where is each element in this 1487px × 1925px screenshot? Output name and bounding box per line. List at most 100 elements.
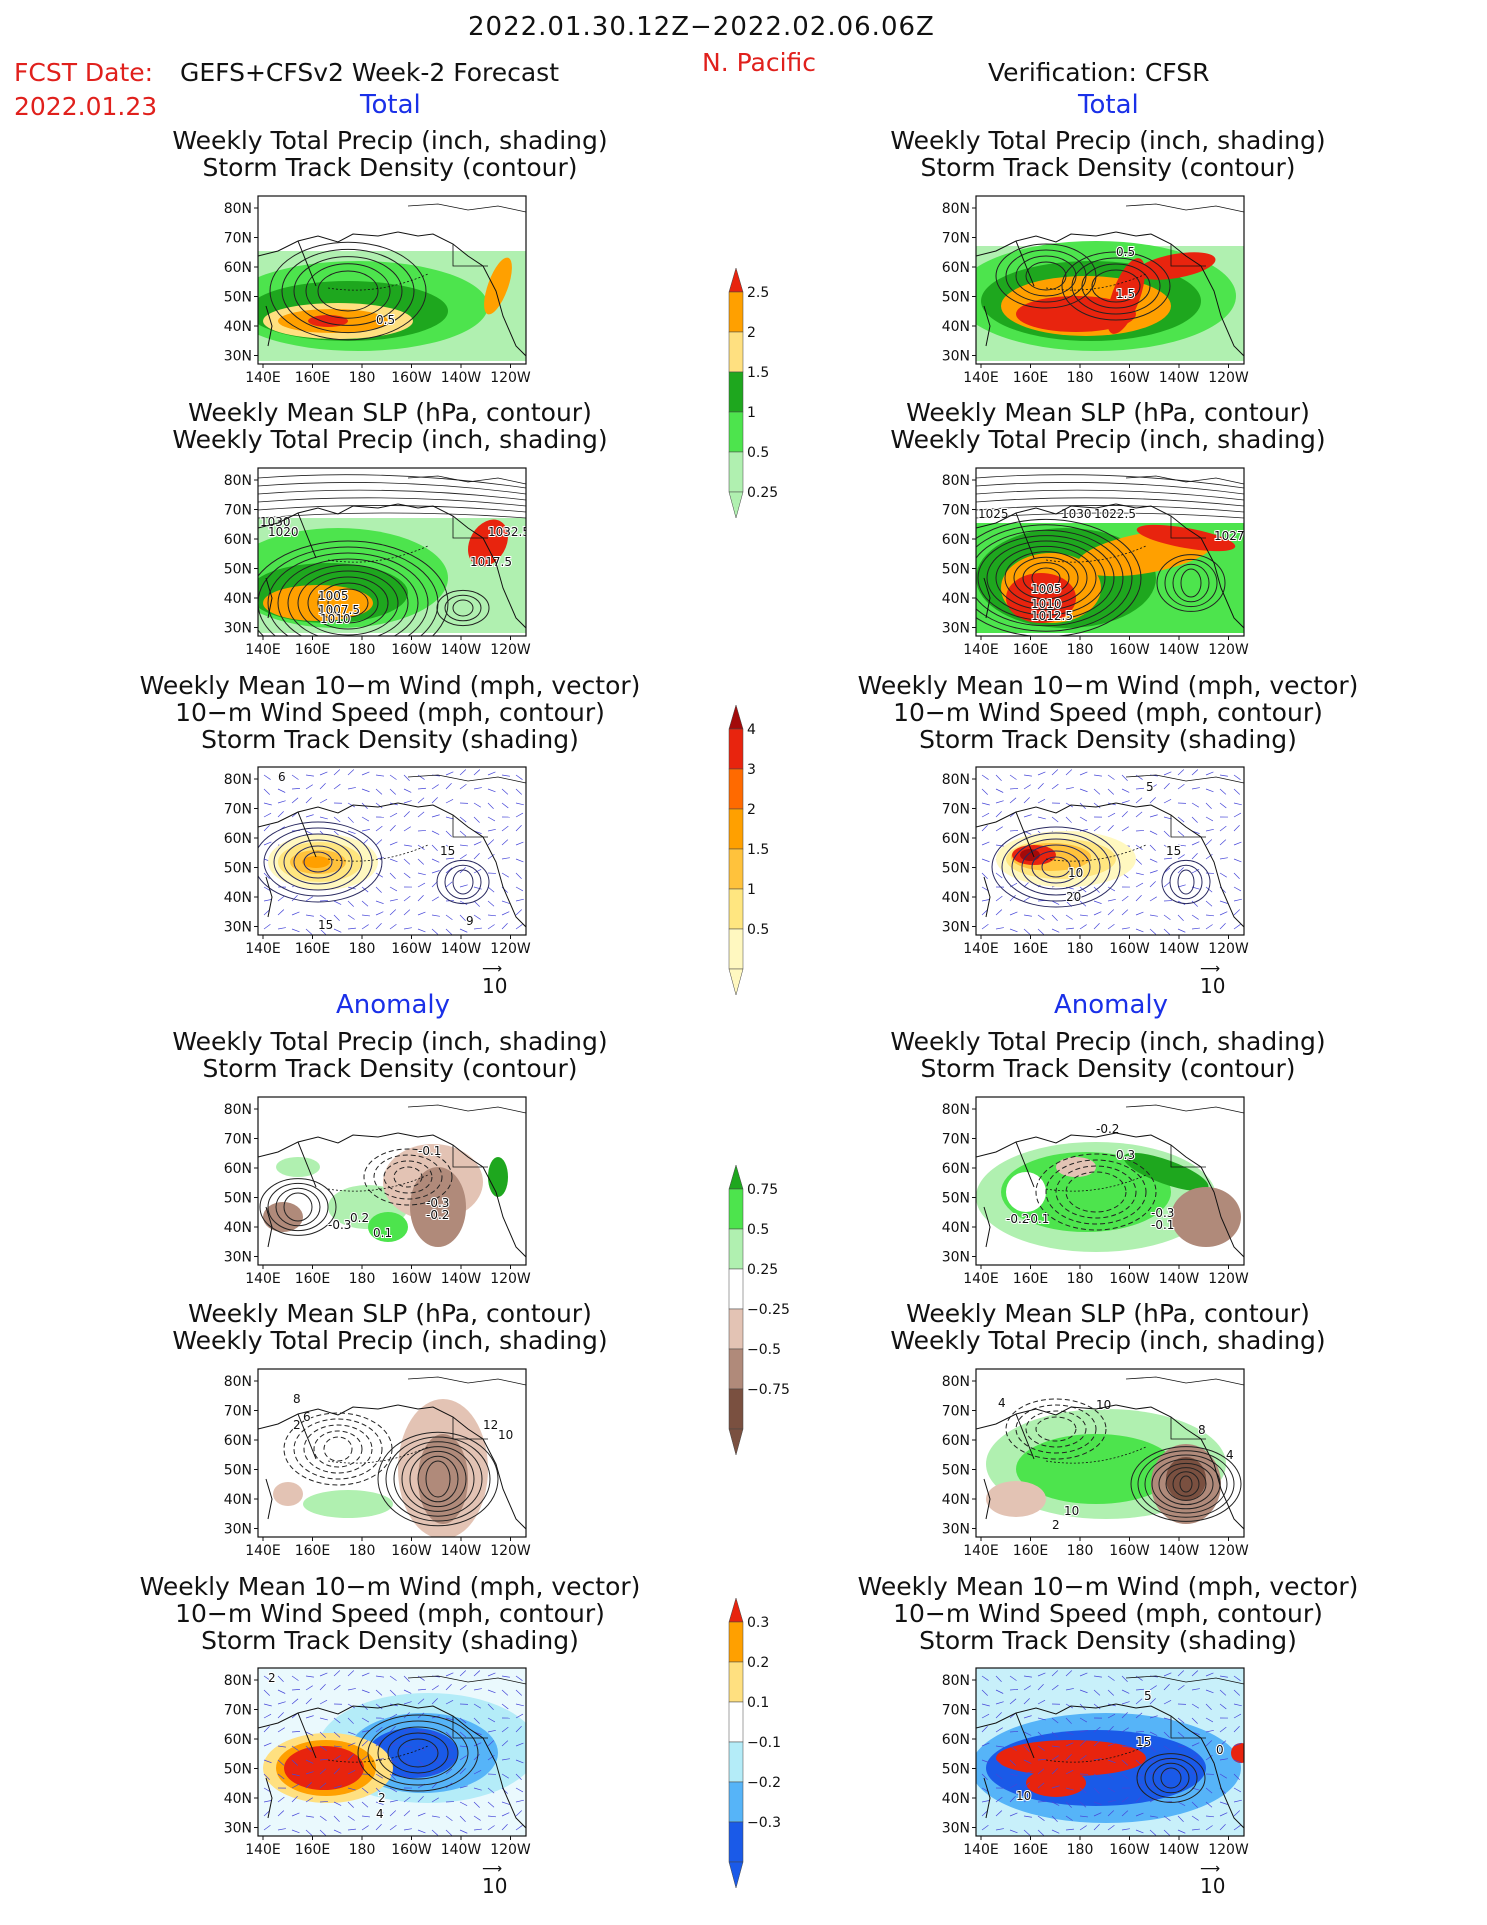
- contour-label: 15: [1166, 844, 1181, 858]
- map-forecast-total-precip: 0.5 80N 70N 60N 50N 40N 30N 140E 160E 180 160W 140W…: [210, 188, 540, 388]
- contour-label: -0.2: [1006, 1212, 1029, 1226]
- contour-label: 6: [278, 770, 286, 784]
- contour-label: -0.1: [418, 1144, 441, 1158]
- contour-label: -0.3: [426, 1196, 449, 1210]
- contour-label: 4: [376, 1807, 384, 1821]
- lat-label: 40N: [224, 591, 252, 607]
- fcst-date: 2022.01.23: [14, 92, 158, 121]
- title-v-anom-precip: Weekly Total Precip (inch, shading) Storm…: [890, 1027, 1326, 1083]
- lon-label: 160W: [1109, 1271, 1150, 1287]
- lat-label: 40N: [224, 1492, 252, 1508]
- colorbar-tick-label: 0.5: [747, 1222, 769, 1238]
- contour-label: -0.3: [328, 1218, 351, 1232]
- lon-label: 140W: [1159, 642, 1200, 658]
- vector-ref-f-total: ⟶ 10: [482, 961, 508, 998]
- title-f-total-precip: Weekly Total Precip (inch, shading) Storm…: [172, 126, 608, 182]
- lon-label: 160E: [1013, 642, 1049, 658]
- colorbar-precip-total: 2.5 2 1.5 1 0.5 0.25: [715, 268, 795, 568]
- colorbar-tick-label: −0.75: [747, 1382, 790, 1398]
- lon-label: 180: [1067, 1271, 1094, 1287]
- colorbar-tick-label: 1: [747, 405, 756, 421]
- contour-label: 5: [1146, 780, 1154, 794]
- lat-label: 40N: [224, 319, 252, 335]
- title-v-total-precip: Weekly Total Precip (inch, shading) Storm…: [890, 126, 1326, 182]
- title-f-anom-precip: Weekly Total Precip (inch, shading) Storm…: [172, 1027, 608, 1083]
- lat-label: 30N: [942, 1821, 970, 1837]
- lon-label: 140W: [441, 941, 482, 957]
- lat-label: 30N: [942, 920, 970, 936]
- lat-label: 80N: [224, 201, 252, 217]
- lat-label: 80N: [942, 1102, 970, 1118]
- lat-label: 80N: [942, 1374, 970, 1390]
- colorbar-tick-label: 0.25: [747, 485, 778, 501]
- lat-label: 50N: [224, 861, 252, 877]
- lon-label: 160E: [1013, 370, 1049, 386]
- lat-label: 50N: [942, 562, 970, 578]
- lat-label: 30N: [942, 1250, 970, 1266]
- lat-label: 80N: [942, 772, 970, 788]
- verification-label: Verification: CFSR: [988, 58, 1210, 87]
- lat-label: 80N: [942, 473, 970, 489]
- lat-label: 30N: [224, 920, 252, 936]
- lon-label: 140E: [963, 1271, 999, 1287]
- lat-label: 40N: [942, 1492, 970, 1508]
- map-forecast-total-wind: 6 15 9 15 80N 70N 60N 50N 40N 30N 140E 160E 180 160W 1…: [210, 759, 540, 959]
- lat-label: 40N: [942, 591, 970, 607]
- contour-label: 4: [998, 1396, 1006, 1410]
- contour-label: -0.1: [1026, 1212, 1049, 1226]
- title-v-total-wind: Weekly Mean 10−m Wind (mph, vector) 10−m …: [857, 671, 1359, 754]
- colorbar-tick-label: 2: [747, 802, 756, 818]
- lon-label: 160W: [391, 1271, 432, 1287]
- lon-label: 180: [1067, 642, 1094, 658]
- contour-label: 1017.5: [470, 555, 512, 569]
- lon-label: 180: [1067, 1842, 1094, 1858]
- colorbar-tick-label: −0.5: [747, 1342, 781, 1358]
- lon-label: 120W: [1208, 1842, 1249, 1858]
- lon-label: 120W: [490, 370, 531, 386]
- contour-label: 10: [1096, 1398, 1111, 1412]
- lon-label: 160E: [295, 941, 331, 957]
- vector-ref-f-anom: ⟶ 10: [482, 1861, 508, 1898]
- lon-label: 120W: [1208, 1271, 1249, 1287]
- lat-label: 70N: [224, 1703, 252, 1719]
- contour-label: 1030: [1061, 507, 1092, 521]
- lon-label: 160E: [1013, 941, 1049, 957]
- section-total-left: Total: [360, 90, 421, 120]
- colorbar-tick-label: 0.2: [747, 1655, 769, 1671]
- map-forecast-anom-slp: 8 6 2 12 10 80N 70N 60N 50N 40N 30N 140E 160E 180 160W…: [210, 1361, 540, 1561]
- contour-label: 10: [1068, 866, 1083, 880]
- lon-label: 160E: [1013, 1271, 1049, 1287]
- contour-label: 10: [1064, 1504, 1079, 1518]
- map-verification-total-precip: 0.5 1.5 80N 70N 60N 50N 40N 30N 140E 160E 180 160W 1…: [928, 188, 1258, 388]
- fcst-date-label: FCST Date:: [14, 58, 154, 87]
- contour-label: 1007.5: [318, 603, 360, 617]
- contour-label: 8: [293, 1392, 301, 1406]
- title-v-total-slp: Weekly Mean SLP (hPa, contour) Weekly Tot…: [890, 398, 1326, 454]
- lat-label: 50N: [942, 1762, 970, 1778]
- lon-label: 120W: [490, 1271, 531, 1287]
- lat-label: 40N: [942, 890, 970, 906]
- lat-label: 80N: [224, 772, 252, 788]
- contour-label: 1005: [318, 589, 349, 603]
- contour-label: 1.5: [1116, 287, 1135, 301]
- lat-label: 30N: [224, 1821, 252, 1837]
- contour-label: 15: [318, 918, 333, 932]
- colorbar-tick-label: 0.75: [747, 1182, 778, 1198]
- lon-label: 140W: [1159, 370, 1200, 386]
- contour-label: 1022.5: [1094, 507, 1136, 521]
- lon-label: 120W: [1208, 642, 1249, 658]
- lon-label: 180: [349, 370, 376, 386]
- lon-label: 180: [349, 1842, 376, 1858]
- colorbar-tick-label: 1.5: [747, 842, 769, 858]
- lon-label: 180: [1067, 941, 1094, 957]
- map-verification-total-wind: 5 15 10 20 80N 70N 60N 50N 40N 30N 140E 160E 180 160W…: [928, 759, 1258, 959]
- lon-label: 140E: [963, 642, 999, 658]
- lon-label: 140W: [441, 1543, 482, 1559]
- colorbar-tick-label: 0.5: [747, 445, 769, 461]
- vector-ref-v-total: ⟶ 10: [1200, 961, 1226, 998]
- lat-label: 50N: [224, 562, 252, 578]
- lat-label: 50N: [942, 290, 970, 306]
- lon-label: 160E: [1013, 1842, 1049, 1858]
- contour-label: -0.2: [1096, 1122, 1119, 1136]
- map-forecast-anom-wind: 2 2 4 80N 70N 60N 50N 40N 30N 140E 160E 180 160W 140W…: [210, 1660, 540, 1860]
